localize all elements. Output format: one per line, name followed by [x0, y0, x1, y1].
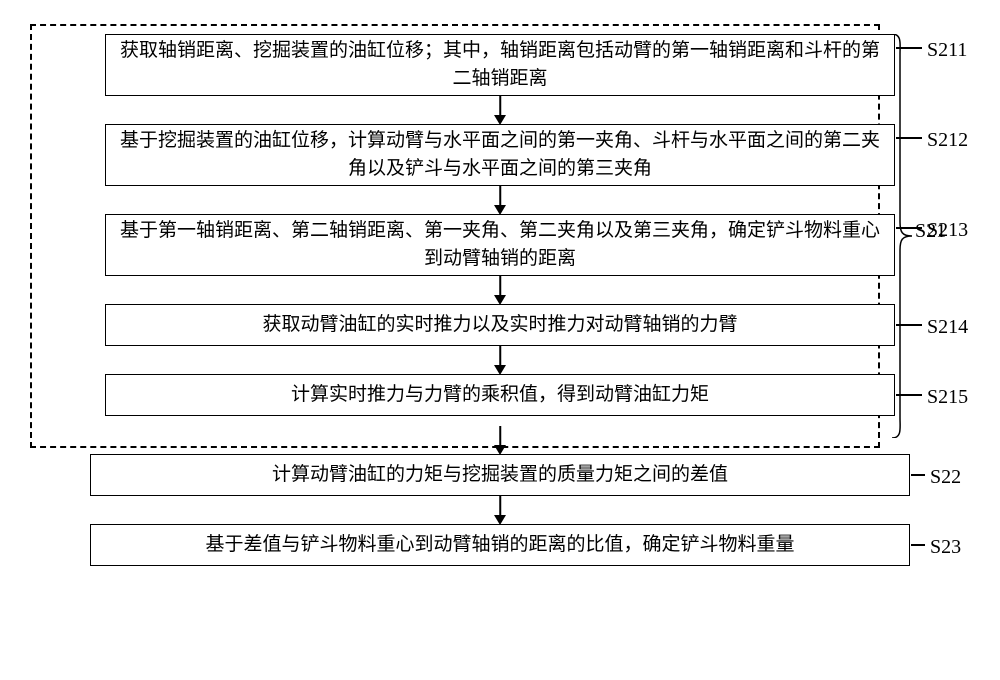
- step-text: 基于第一轴销距离、第二轴销距离、第一夹角、第二夹角以及第三夹角，确定铲斗物料重心…: [118, 217, 882, 274]
- step-text: 获取动臂油缸的实时推力以及实时推力对动臂轴销的力臂: [262, 311, 737, 340]
- step-text: 获取轴销距离、挖掘装置的油缸位移；其中，轴销距离包括动臂的第一轴销距离和斗杆的第…: [118, 37, 882, 94]
- step-label: S211: [927, 35, 967, 65]
- arrow: [20, 346, 980, 374]
- step-box-s214: 获取动臂油缸的实时推力以及实时推力对动臂轴销的力臂S214: [105, 304, 895, 346]
- step-leader: [896, 47, 922, 49]
- step-text: 基于差值与铲斗物料重心到动臂轴销的距离的比值，确定铲斗物料重量: [205, 531, 794, 560]
- step-text: 计算动臂油缸的力矩与挖掘装置的质量力矩之间的差值: [272, 461, 728, 490]
- step-leader: [896, 324, 922, 326]
- step-leader: [896, 394, 922, 396]
- arrow: [20, 96, 980, 124]
- step-leader: [911, 474, 925, 476]
- step-label: S213: [927, 215, 968, 245]
- arrow: [20, 496, 980, 524]
- step-box-s23: 基于差值与铲斗物料重心到动臂轴销的距离的比值，确定铲斗物料重量S23: [90, 524, 910, 566]
- step-label: S214: [927, 312, 968, 342]
- step-box-s211: 获取轴销距离、挖掘装置的油缸位移；其中，轴销距离包括动臂的第一轴销距离和斗杆的第…: [105, 34, 895, 96]
- step-box-s22: 计算动臂油缸的力矩与挖掘装置的质量力矩之间的差值S22: [90, 454, 910, 496]
- arrow: [20, 426, 980, 454]
- arrow: [20, 186, 980, 214]
- step-box-s215: 计算实时推力与力臂的乘积值，得到动臂油缸力矩S215: [105, 374, 895, 416]
- step-box-s213: 基于第一轴销距离、第二轴销距离、第一夹角、第二夹角以及第三夹角，确定铲斗物料重心…: [105, 214, 895, 276]
- step-label: S22: [930, 462, 961, 492]
- arrow: [20, 276, 980, 304]
- step-label: S23: [930, 532, 961, 562]
- step-leader: [896, 227, 922, 229]
- step-leader: [896, 137, 922, 139]
- step-text: 基于挖掘装置的油缸位移，计算动臂与水平面之间的第一夹角、斗杆与水平面之间的第二夹…: [118, 127, 882, 184]
- step-label: S215: [927, 382, 968, 412]
- step-leader: [911, 544, 925, 546]
- step-text: 计算实时推力与力臂的乘积值，得到动臂油缸力矩: [291, 381, 709, 410]
- step-box-s212: 基于挖掘装置的油缸位移，计算动臂与水平面之间的第一夹角、斗杆与水平面之间的第二夹…: [105, 124, 895, 186]
- step-label: S212: [927, 125, 968, 155]
